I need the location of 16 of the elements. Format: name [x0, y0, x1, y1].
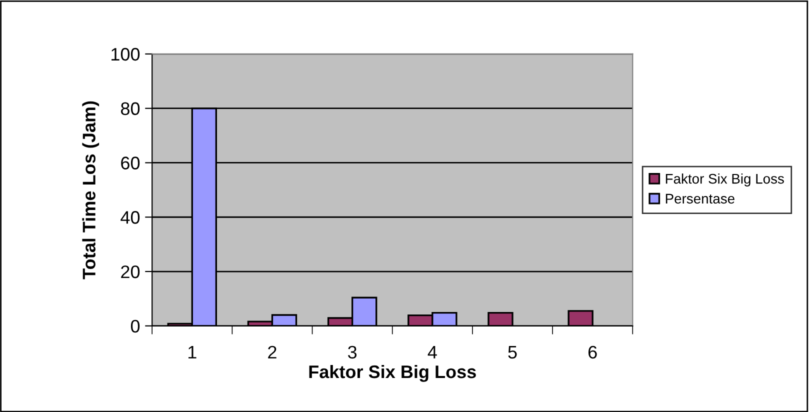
y-tick-label: 20 — [121, 265, 140, 278]
x-tick-label: 6 — [588, 346, 597, 359]
y-axis-title: Total Time Los (Jam) — [82, 101, 100, 280]
y-tick-label: 0 — [130, 320, 140, 333]
y-tick-label: 80 — [120, 102, 140, 116]
y-tick-label: 40 — [120, 211, 140, 224]
x-tick-label: 2 — [268, 346, 276, 358]
y-tick-label: 100 — [112, 48, 140, 61]
legend-label: Faktor Six Big Loss — [666, 174, 784, 186]
legend-label: Persentase — [666, 194, 734, 204]
x-tick-label: 1 — [188, 346, 196, 358]
x-tick-label: 3 — [348, 346, 357, 359]
x-axis-title: Faktor Six Big Loss — [309, 364, 476, 382]
x-tick-label: 5 — [508, 346, 517, 359]
x-tick-label: 4 — [428, 346, 437, 358]
y-tick-label: 60 — [121, 156, 140, 170]
